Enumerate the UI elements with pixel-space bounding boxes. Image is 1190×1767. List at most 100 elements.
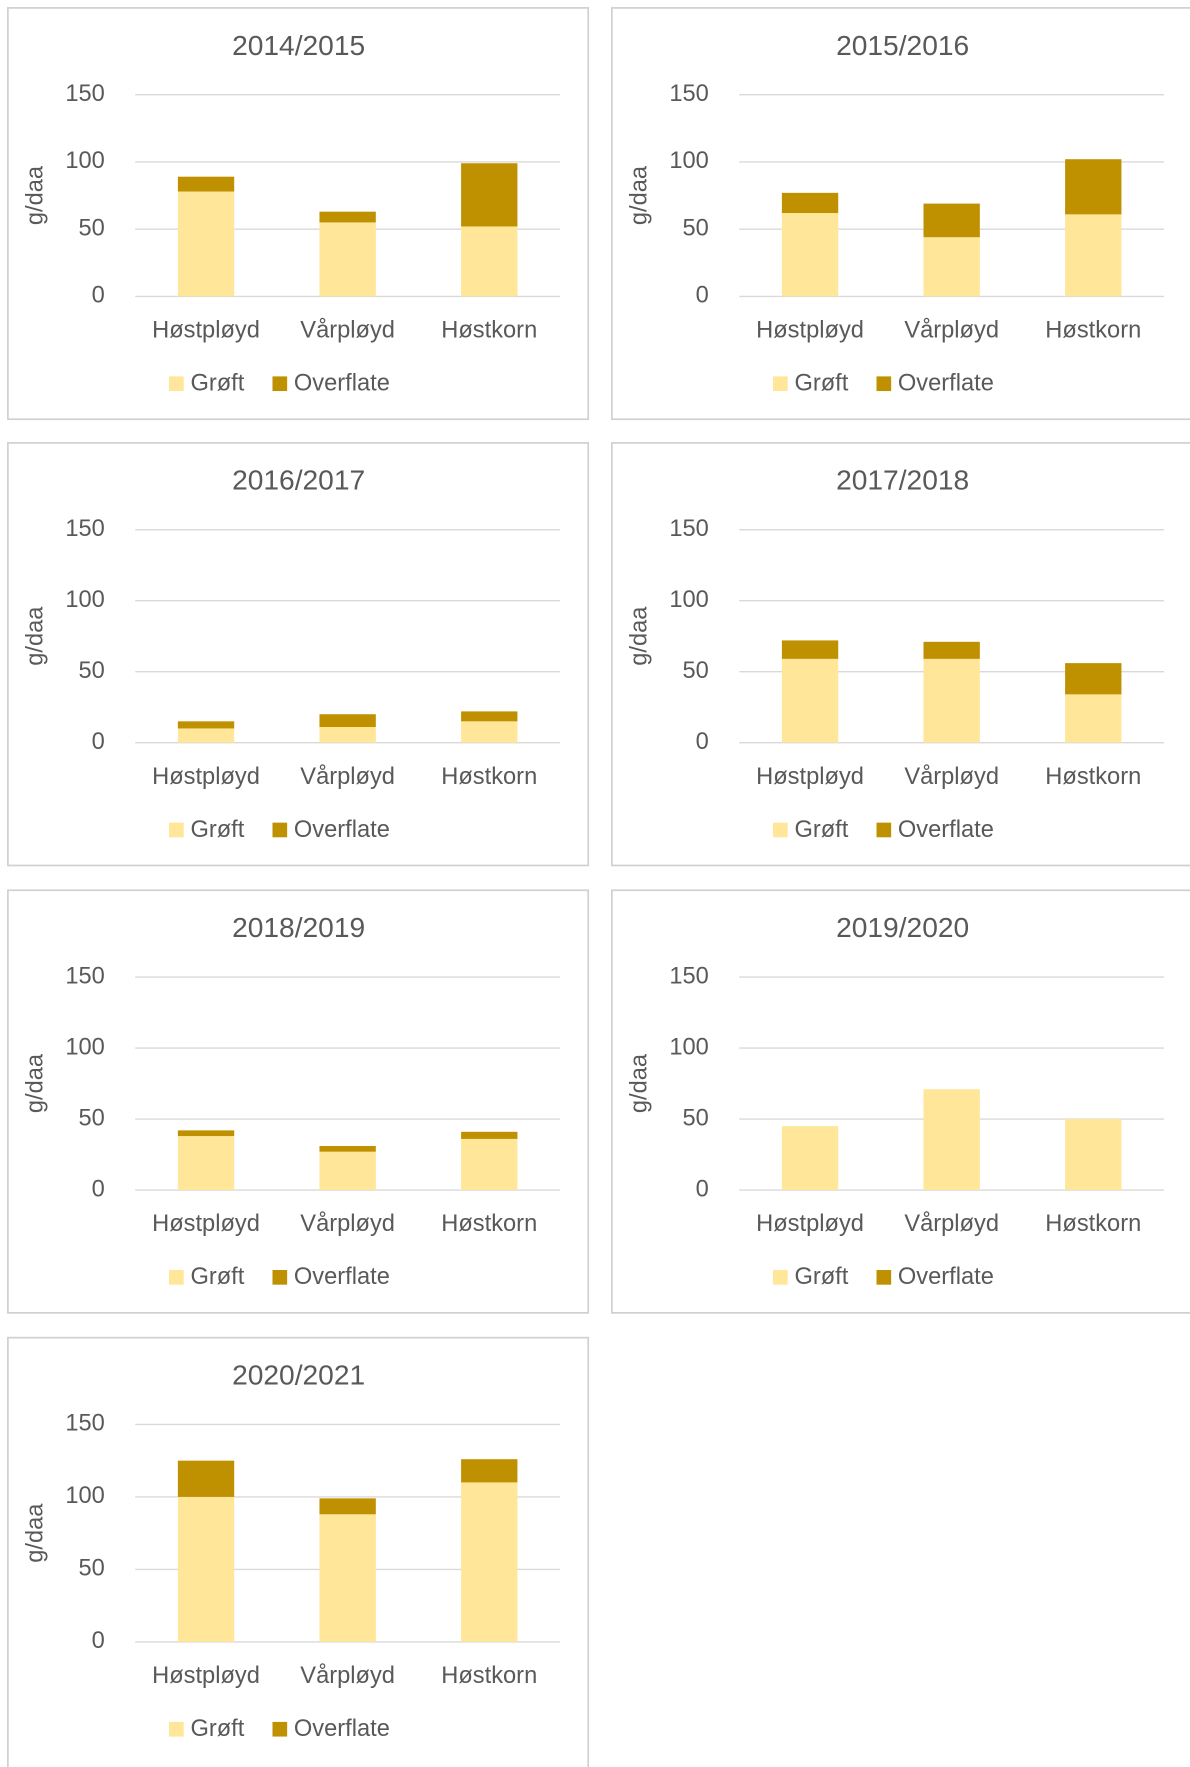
y-tick-label: 0 — [696, 1176, 709, 1202]
legend-label: Grøft — [190, 817, 244, 843]
legend-label: Overflate — [294, 817, 390, 843]
legend-swatch — [169, 1270, 184, 1285]
bar-segment — [319, 222, 376, 297]
x-tick-label: Vårpløyd — [300, 1662, 395, 1689]
bar-segment — [923, 641, 980, 659]
y-tick-label: 100 — [65, 1034, 104, 1060]
x-tick-label: Vårpløyd — [300, 317, 395, 344]
x-tick-label: Høstkorn — [1045, 764, 1141, 790]
x-tick-label: Høstkorn — [1045, 1211, 1141, 1237]
chart-title: 2015/2016 — [836, 29, 969, 61]
y-tick-label: 0 — [92, 729, 105, 755]
bar-segment — [923, 203, 980, 238]
legend-label: Grøft — [190, 1264, 244, 1290]
legend-swatch — [876, 376, 892, 392]
bar-segment — [319, 714, 376, 728]
bar-segment — [1065, 663, 1122, 695]
chart-panel: 2015/2016 0 50 100 150 g/daa Høstpløyd Vårpløyd… — [611, 7, 1190, 421]
bar-segment — [319, 1145, 376, 1152]
legend-swatch — [272, 376, 288, 392]
bar-segment — [319, 1498, 376, 1515]
bar-segment — [1065, 214, 1122, 297]
y-tick-label: 150 — [669, 81, 708, 107]
y-tick-label: 100 — [669, 148, 708, 174]
y-tick-label: 0 — [92, 283, 105, 309]
bar-segment — [781, 640, 839, 659]
y-tick-label: 50 — [682, 658, 708, 684]
legend-swatch — [773, 822, 788, 838]
x-tick-label: Høstkorn — [1045, 318, 1141, 344]
x-tick-label: Vårpløyd — [904, 1210, 999, 1237]
bar-segment — [461, 711, 518, 722]
x-tick-label: Vårpløyd — [300, 1210, 395, 1237]
x-tick-label: Høstpløyd — [152, 1663, 260, 1689]
bar-segment — [923, 658, 980, 743]
legend-swatch — [272, 1270, 288, 1285]
bar-segment — [177, 1130, 235, 1137]
y-tick-label: 150 — [65, 963, 104, 989]
legend-swatch — [272, 1721, 288, 1737]
panel-frame — [7, 442, 590, 867]
chart-panel: 2017/2018 0 50 100 150 g/daa Høstpløyd Vårpløyd… — [611, 442, 1190, 867]
legend-label: Overflate — [898, 817, 994, 843]
bar-segment — [1065, 694, 1122, 743]
legend-label: Grøft — [190, 1716, 244, 1742]
chart-panel: 2014/2015 0 50 100 150 g/daa Høstpløyd Vårpløyd… — [7, 7, 590, 421]
bar-segment — [1065, 1119, 1122, 1191]
legend-swatch — [169, 822, 184, 838]
y-tick-label: 50 — [78, 215, 104, 241]
bar-segment — [781, 1126, 839, 1191]
bar-segment — [319, 1151, 376, 1191]
bar-segment — [923, 237, 980, 297]
legend-label: Grøft — [794, 371, 848, 397]
chart-title: 2014/2015 — [232, 29, 365, 61]
legend-label: Overflate — [898, 371, 994, 397]
y-tick-label: 150 — [65, 516, 104, 542]
chart-panel: 2019/2020 0 50 100 150 g/daa Høstpløyd Vårpløyd… — [611, 889, 1190, 1314]
chart-panel: 2018/2019 0 50 100 150 g/daa Høstpløyd Vårpløyd… — [7, 889, 590, 1314]
x-tick-label: Høstpløyd — [152, 1211, 260, 1237]
x-tick-label: Høstpløyd — [152, 318, 260, 344]
y-axis-label: g/daa — [22, 1053, 48, 1113]
y-axis-label: g/daa — [22, 606, 48, 666]
y-tick-label: 50 — [78, 1556, 104, 1582]
bar-segment — [319, 727, 376, 743]
bar-segment — [781, 658, 839, 743]
bar-segment — [923, 1089, 980, 1191]
x-tick-label: Høstpløyd — [152, 764, 260, 790]
chart-title: 2016/2017 — [232, 464, 365, 496]
y-tick-label: 100 — [669, 1034, 708, 1060]
y-tick-label: 50 — [78, 658, 104, 684]
chart-title: 2018/2019 — [232, 911, 365, 943]
bar-segment — [319, 1514, 376, 1642]
chart-title: 2020/2021 — [232, 1359, 365, 1391]
y-tick-label: 150 — [669, 963, 708, 989]
y-tick-label: 50 — [682, 215, 708, 241]
legend-swatch — [169, 376, 184, 392]
y-tick-label: 0 — [696, 283, 709, 309]
bar-segment — [461, 1138, 518, 1191]
y-tick-label: 0 — [92, 1176, 105, 1202]
y-tick-label: 150 — [65, 1411, 104, 1437]
x-tick-label: Vårpløyd — [904, 317, 999, 344]
panel-frame — [611, 442, 1190, 867]
chart-panel: 2020/2021 0 50 100 150 g/daa Høstpløyd Vårpløyd… — [7, 1336, 590, 1767]
y-tick-label: 100 — [65, 148, 104, 174]
y-axis-label: g/daa — [626, 1053, 652, 1113]
y-tick-label: 150 — [669, 516, 708, 542]
y-tick-label: 150 — [65, 81, 104, 107]
bar-segment — [177, 1136, 235, 1191]
y-tick-label: 100 — [669, 587, 708, 613]
legend-label: Overflate — [294, 371, 390, 397]
chart-title: 2019/2020 — [836, 911, 969, 943]
legend-label: Grøft — [190, 371, 244, 397]
bar-segment — [177, 1460, 235, 1497]
x-tick-label: Vårpløyd — [300, 763, 395, 790]
legend-label: Grøft — [794, 1264, 848, 1290]
y-axis-label: g/daa — [22, 1503, 48, 1563]
legend-swatch — [272, 822, 288, 838]
bar-segment — [319, 211, 376, 223]
bar-segment — [781, 192, 839, 214]
bar-segment — [177, 721, 235, 729]
